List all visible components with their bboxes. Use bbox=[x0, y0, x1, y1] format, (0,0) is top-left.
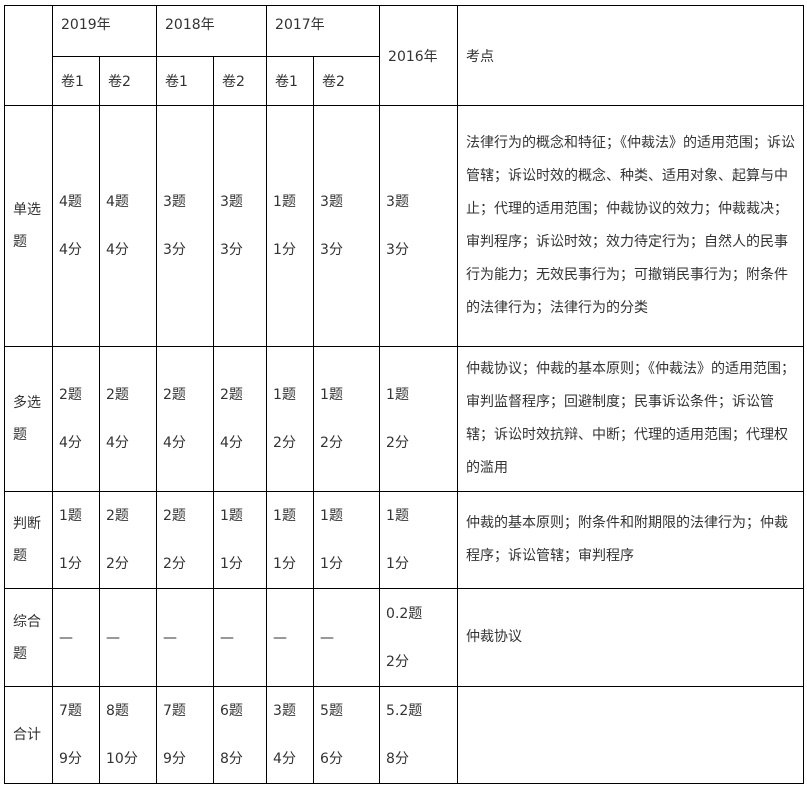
score-cell: 3题 3分 bbox=[313, 105, 381, 347]
score-cell: 1题 2分 bbox=[266, 346, 315, 492]
score-cell: — bbox=[313, 588, 381, 687]
year-2017-header: 2017年 bbox=[266, 5, 381, 57]
score-cell: 1题 1分 bbox=[52, 491, 100, 589]
score-cell: — bbox=[213, 588, 268, 687]
score-cell: 4题 4分 bbox=[98, 105, 158, 347]
score-cell: 1题 1分 bbox=[313, 491, 381, 589]
table-row: 多选题 2题 4分 2题 4分 2题 4分 2题 4分 1题 2分 1题 2分 1题 2分 仲裁… bbox=[4, 346, 805, 492]
score-cell: 3题 4分 bbox=[266, 686, 315, 784]
row-label: 合计 bbox=[4, 686, 53, 784]
score-cell: 1题 1分 bbox=[266, 491, 315, 589]
score-cell: 4题 4分 bbox=[52, 105, 100, 347]
score-cell: 1题 1分 bbox=[213, 491, 268, 589]
score-cell: 2题 4分 bbox=[52, 346, 100, 492]
score-cell: 2题 2分 bbox=[156, 491, 215, 589]
year-2019-header: 2019年 bbox=[51, 5, 158, 57]
score-cell: 6题 8分 bbox=[213, 686, 268, 784]
topic-cell: 仲裁协议 bbox=[457, 588, 805, 687]
score-cell: 1题 1分 bbox=[266, 105, 315, 347]
score-cell: 7题 9分 bbox=[156, 686, 215, 784]
volume-header: 卷2 bbox=[213, 56, 268, 106]
score-cell: 1题 1分 bbox=[379, 491, 459, 589]
year-2016-header: 2016年 bbox=[379, 5, 459, 106]
score-cell: 5题 6分 bbox=[313, 686, 381, 784]
year-2018-header: 2018年 bbox=[156, 5, 268, 57]
table-row: 合计 7题 9分 8题 10分 7题 9分 6题 8分 3题 4分 5题 6分 5.2题 8分 bbox=[4, 686, 805, 784]
row-label: 综合题 bbox=[4, 588, 53, 687]
volume-header: 卷1 bbox=[52, 56, 100, 106]
score-cell: 3题 3分 bbox=[213, 105, 268, 347]
score-cell: 3题 3分 bbox=[379, 105, 459, 347]
table-row: 判断题 1题 1分 2题 2分 2题 2分 1题 1分 1题 1分 1题 1分 1题 1分 仲裁… bbox=[4, 491, 805, 589]
score-cell: — bbox=[156, 588, 215, 687]
score-cell: — bbox=[52, 588, 100, 687]
table-row: 综合题 — — — — — —0.2题 2分 仲裁协议 bbox=[4, 588, 805, 687]
score-cell: 8题 10分 bbox=[98, 686, 158, 784]
row-label: 单选题 bbox=[4, 105, 53, 347]
topic-header: 考点 bbox=[457, 5, 805, 106]
row-label: 判断题 bbox=[4, 491, 53, 589]
score-cell: 2题 2分 bbox=[98, 491, 158, 589]
volume-header: 卷2 bbox=[98, 56, 158, 106]
score-cell: 2题 4分 bbox=[156, 346, 215, 492]
score-cell: 1题 2分 bbox=[379, 346, 459, 492]
row-label: 多选题 bbox=[4, 346, 53, 492]
score-cell: 5.2题 8分 bbox=[379, 686, 459, 784]
topic-cell: 仲裁协议；仲裁的基本原则；《仲裁法》的适用范围；审判监督程序；回避制度；民事诉讼… bbox=[457, 346, 805, 492]
corner-cell bbox=[4, 5, 53, 106]
score-cell: 2题 4分 bbox=[98, 346, 158, 492]
volume-header: 卷2 bbox=[313, 56, 381, 106]
volume-header: 卷1 bbox=[266, 56, 315, 106]
topic-cell bbox=[457, 686, 805, 784]
exam-stats-table: 2019年 2018年 2017年 2016年 考点 卷1 卷2 卷1 卷2 卷… bbox=[4, 5, 805, 784]
table-row: 单选题 4题 4分 4题 4分 3题 3分 3题 3分 1题 1分 3题 3分 3题 3分 法律… bbox=[4, 105, 805, 347]
score-cell: 2题 4分 bbox=[213, 346, 268, 492]
topic-cell: 法律行为的概念和特征；《仲裁法》的适用范围；诉讼管辖；诉讼时效的概念、种类、适用… bbox=[457, 105, 805, 347]
score-cell: — bbox=[98, 588, 158, 687]
score-cell: 0.2题 2分 bbox=[379, 588, 459, 687]
volume-header: 卷1 bbox=[156, 56, 215, 106]
score-cell: 7题 9分 bbox=[52, 686, 100, 784]
score-cell: 1题 2分 bbox=[313, 346, 381, 492]
score-cell: — bbox=[266, 588, 315, 687]
score-cell: 3题 3分 bbox=[156, 105, 215, 347]
topic-cell: 仲裁的基本原则；附条件和附期限的法律行为；仲裁程序；诉讼管辖；审判程序 bbox=[457, 491, 805, 589]
